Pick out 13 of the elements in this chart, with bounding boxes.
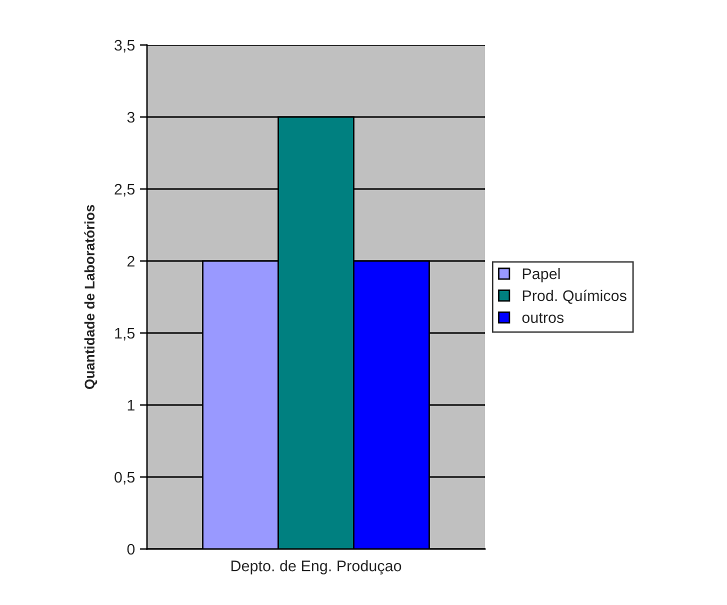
y-tick-label: 2,5 [114,184,135,196]
legend-label: Prod. Químicos [522,290,626,304]
legend-label: outros [522,312,564,323]
legend-label: Papel [522,268,560,282]
y-tick-label: 2 [127,256,134,267]
y-tick-label: 1 [128,400,134,411]
y-tick-label: 1,5 [115,328,135,340]
y-tick-label: 3 [127,112,135,123]
y-tick-label: 0 [127,544,135,555]
y-tick-label: 3,5 [114,40,135,52]
x-tick-label: Depto. de Eng. Produçao [231,560,402,574]
y-axis-title: Quantidade de Laboratórios [84,204,98,390]
y-tick-label: 0,5 [114,472,135,484]
